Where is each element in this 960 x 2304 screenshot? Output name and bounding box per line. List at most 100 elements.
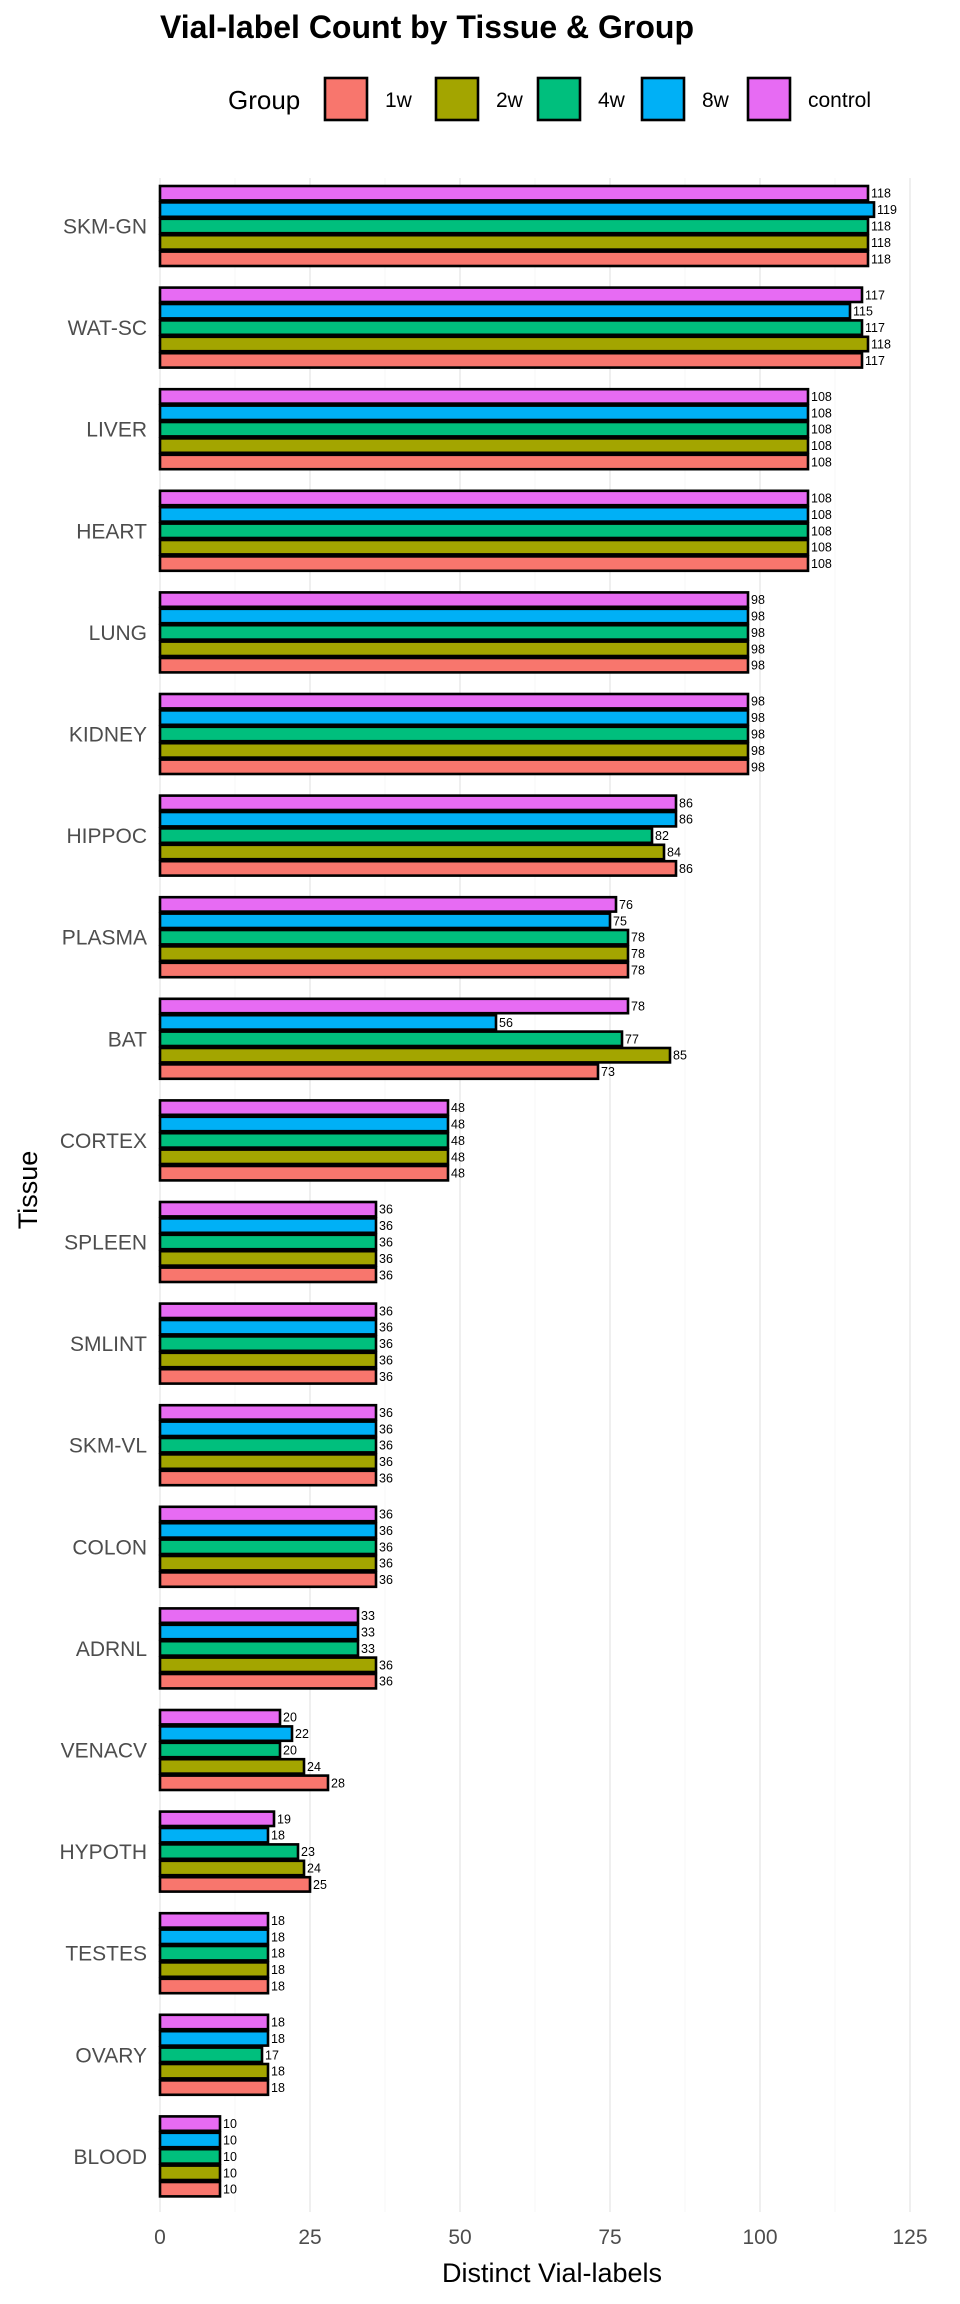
data-label-skm-vl-1w: 36 xyxy=(379,1472,393,1486)
bar-colon-2w xyxy=(158,1554,378,1572)
bar-venacv-8w xyxy=(158,1725,294,1743)
bar-venacv-4w xyxy=(158,1741,282,1759)
bar-bat-1w xyxy=(158,1063,600,1081)
data-label-liver-control: 108 xyxy=(811,390,832,404)
data-label-hippoc-4w: 82 xyxy=(655,829,669,843)
bar-bat-control xyxy=(158,997,630,1015)
data-label-wat-sc-2w: 118 xyxy=(871,338,891,352)
x-axis-title: Distinct Vial-labels xyxy=(442,2258,662,2288)
data-label-colon-2w: 36 xyxy=(379,1557,393,1571)
bar-skm-gn-1w xyxy=(158,250,870,268)
data-label-skm-gn-1w: 118 xyxy=(871,252,891,266)
data-label-kidney-2w: 98 xyxy=(751,744,765,758)
bar-wat-sc-control xyxy=(158,286,864,304)
bar-heart-control xyxy=(158,489,810,507)
y-axis-title: Tissue xyxy=(13,1151,43,1230)
bar-kidney-control xyxy=(158,692,750,710)
legend: 1w 2w 4w 8w control xyxy=(323,76,871,122)
bar-colon-1w xyxy=(158,1571,378,1589)
x-tick-label-0: 0 xyxy=(154,2226,166,2249)
y-tick-label-lung: LUNG xyxy=(89,622,147,645)
bar-heart-2w xyxy=(158,538,810,556)
data-label-smlint-4w: 36 xyxy=(379,1337,393,1351)
data-label-liver-1w: 108 xyxy=(811,456,832,470)
x-tick-label-25: 25 xyxy=(298,2226,321,2249)
bar-skm-gn-2w xyxy=(158,233,870,251)
bar-hypoth-8w xyxy=(158,1826,270,1844)
bar-smlint-1w xyxy=(158,1367,378,1385)
y-tick-label-skm-gn: SKM-GN xyxy=(63,216,147,239)
legend-label-control: control xyxy=(808,89,871,112)
data-label-skm-gn-control: 118 xyxy=(871,187,891,201)
y-tick-label-bat: BAT xyxy=(108,1028,147,1051)
data-label-skm-vl-8w: 36 xyxy=(379,1422,393,1436)
data-label-lung-8w: 98 xyxy=(751,610,765,624)
data-label-spleen-1w: 36 xyxy=(379,1268,393,1282)
data-label-lung-4w: 98 xyxy=(751,626,765,640)
legend-label-1w: 1w xyxy=(385,89,413,112)
bar-skm-gn-control xyxy=(158,184,870,202)
bar-plasma-control xyxy=(158,895,618,913)
bar-spleen-4w xyxy=(158,1233,378,1251)
data-label-colon-control: 36 xyxy=(379,1508,393,1522)
bar-smlint-4w xyxy=(158,1335,378,1353)
data-label-plasma-4w: 78 xyxy=(631,931,645,945)
bar-liver-control xyxy=(158,387,810,405)
bar-smlint-8w xyxy=(158,1318,378,1336)
data-label-lung-2w: 98 xyxy=(751,642,765,656)
data-label-ovary-8w: 18 xyxy=(271,2032,285,2046)
bar-hippoc-4w xyxy=(158,827,654,845)
chart-title: Vial-label Count by Tissue & Group xyxy=(160,9,694,45)
y-tick-label-skm-vl: SKM-VL xyxy=(69,1435,147,1458)
bar-plasma-8w xyxy=(158,912,612,930)
y-tick-label-liver: LIVER xyxy=(86,419,147,442)
data-label-testes-control: 18 xyxy=(271,1914,285,1928)
data-label-heart-control: 108 xyxy=(811,492,832,506)
data-label-hypoth-2w: 24 xyxy=(307,1862,321,1876)
x-tick-label-75: 75 xyxy=(598,2226,621,2249)
data-label-skm-gn-8w: 119 xyxy=(877,203,897,217)
data-label-plasma-2w: 78 xyxy=(631,947,645,961)
data-label-heart-8w: 108 xyxy=(811,508,832,522)
bar-hypoth-control xyxy=(158,1810,276,1828)
legend-label-8w: 8w xyxy=(702,89,730,112)
data-label-wat-sc-8w: 115 xyxy=(853,305,873,319)
legend-title: Group xyxy=(228,85,300,115)
data-label-venacv-8w: 22 xyxy=(295,1727,309,1741)
y-tick-label-cortex: CORTEX xyxy=(60,1130,147,1153)
data-label-venacv-1w: 28 xyxy=(331,1776,345,1790)
bar-skm-gn-8w xyxy=(158,201,876,219)
data-label-smlint-1w: 36 xyxy=(379,1370,393,1384)
bar-skm-vl-2w xyxy=(158,1453,378,1471)
bar-hippoc-2w xyxy=(158,843,666,861)
data-label-bat-1w: 73 xyxy=(601,1065,615,1079)
bar-liver-2w xyxy=(158,437,810,455)
data-label-skm-vl-control: 36 xyxy=(379,1406,393,1420)
bar-spleen-8w xyxy=(158,1217,378,1235)
bar-lung-control xyxy=(158,591,750,609)
bar-wat-sc-2w xyxy=(158,335,870,353)
bar-bat-4w xyxy=(158,1030,624,1048)
bar-skm-vl-4w xyxy=(158,1436,378,1454)
bar-kidney-8w xyxy=(158,709,750,727)
data-label-heart-2w: 108 xyxy=(811,541,832,555)
bar-testes-8w xyxy=(158,1928,270,1946)
bars-layer xyxy=(158,184,876,2198)
bar-adrnl-2w xyxy=(158,1656,378,1674)
data-label-bat-8w: 56 xyxy=(499,1016,513,1030)
data-label-smlint-control: 36 xyxy=(379,1304,393,1318)
bar-testes-control xyxy=(158,1911,270,1929)
bar-smlint-control xyxy=(158,1302,378,1320)
data-label-spleen-8w: 36 xyxy=(379,1219,393,1233)
legend-label-4w: 4w xyxy=(598,89,626,112)
data-label-colon-8w: 36 xyxy=(379,1524,393,1538)
bar-blood-2w xyxy=(158,2164,222,2182)
data-label-hippoc-1w: 86 xyxy=(679,862,693,876)
data-label-venacv-4w: 20 xyxy=(283,1744,297,1758)
bar-bat-2w xyxy=(158,1046,672,1064)
data-label-blood-2w: 10 xyxy=(223,2166,237,2180)
data-label-plasma-control: 76 xyxy=(619,898,633,912)
data-label-hypoth-8w: 18 xyxy=(271,1829,285,1843)
bar-testes-1w xyxy=(158,1977,270,1995)
y-tick-label-spleen: SPLEEN xyxy=(64,1232,147,1255)
